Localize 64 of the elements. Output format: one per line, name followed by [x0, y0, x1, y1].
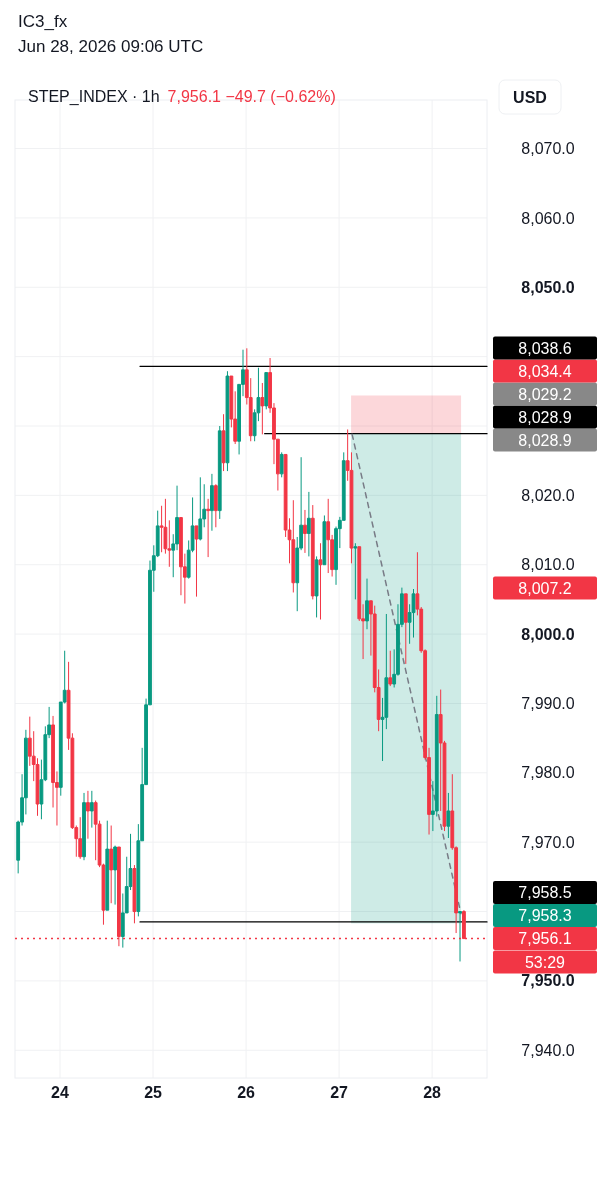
text: 8,007.2 — [518, 579, 572, 597]
y-tick-label: 7,980.0 — [521, 764, 575, 782]
candlestick — [194, 525, 199, 598]
text: 8,028.9 — [518, 408, 572, 426]
candlestick — [403, 593, 408, 665]
text: 7,958.3 — [518, 907, 572, 925]
candlestick — [213, 483, 218, 528]
candlestick — [78, 816, 83, 860]
x-tick-label: 25 — [144, 1083, 163, 1101]
series-label: 8,028.9 — [518, 431, 572, 449]
text: 8,034.4 — [518, 362, 572, 380]
x-tick-label: 24 — [51, 1083, 70, 1101]
text: IC3_fx — [18, 12, 68, 31]
candlestick — [260, 382, 265, 435]
candlestick — [306, 491, 311, 557]
chart-subtitle: 7,956.1 −49.7 (−0.62%) — [167, 88, 336, 105]
candlestick — [322, 514, 327, 566]
y-tick-label: 8,000.0 — [521, 625, 575, 643]
text: 8,038.6 — [518, 339, 572, 357]
y-tick-label: 8,060.0 — [521, 209, 575, 227]
candlestick — [221, 413, 226, 472]
candlestick — [105, 820, 110, 911]
candlestick — [217, 425, 222, 520]
candlestick — [109, 825, 114, 904]
text: USD — [513, 88, 547, 106]
text: Jun 28, 2026 09:06 UTC — [18, 37, 204, 56]
x-tick-label: 28 — [423, 1083, 442, 1101]
candlestick — [353, 542, 358, 600]
candlestick — [303, 509, 307, 554]
candlestick — [113, 845, 117, 906]
candlestick — [310, 504, 315, 600]
y-tick-label: 7,950.0 — [521, 972, 575, 990]
candlestick — [198, 476, 203, 541]
candlestick — [210, 473, 214, 532]
text: 53:29 — [524, 953, 566, 971]
y-tick-label: 8,070.0 — [521, 140, 575, 158]
candlestick — [365, 578, 369, 630]
ref-line-label: 7,956.1 — [518, 930, 572, 948]
text: 8,029.2 — [518, 385, 572, 403]
candlestick — [388, 650, 393, 687]
x-tick-label: 26 — [237, 1083, 256, 1101]
candlestick — [326, 498, 331, 574]
candlestick — [86, 790, 90, 840]
candlestick — [458, 911, 462, 962]
y-tick-label: 7,940.0 — [521, 1041, 575, 1059]
y-tick-label: 8,050.0 — [521, 278, 575, 296]
y-tick-label: 8,010.0 — [521, 556, 575, 574]
chart-title: STEP_INDEX · 1h — [28, 88, 160, 105]
candlestick — [206, 498, 211, 558]
y-tick-label: 8,020.0 — [521, 486, 575, 504]
text: 7,958.5 — [518, 884, 572, 902]
candlestick — [89, 790, 94, 829]
candlestick — [446, 792, 451, 839]
candlestick — [279, 451, 284, 478]
candlestick — [82, 792, 86, 861]
y-tick-label: 7,990.0 — [521, 695, 575, 713]
candlestick — [314, 555, 319, 618]
y-tick-label: 7,970.0 — [521, 833, 575, 851]
candlestick — [318, 542, 323, 621]
candlestick — [291, 499, 296, 593]
candlestick — [264, 372, 269, 410]
candlestick — [225, 370, 230, 472]
candlestick — [132, 864, 137, 924]
x-tick-label: 27 — [330, 1083, 349, 1101]
